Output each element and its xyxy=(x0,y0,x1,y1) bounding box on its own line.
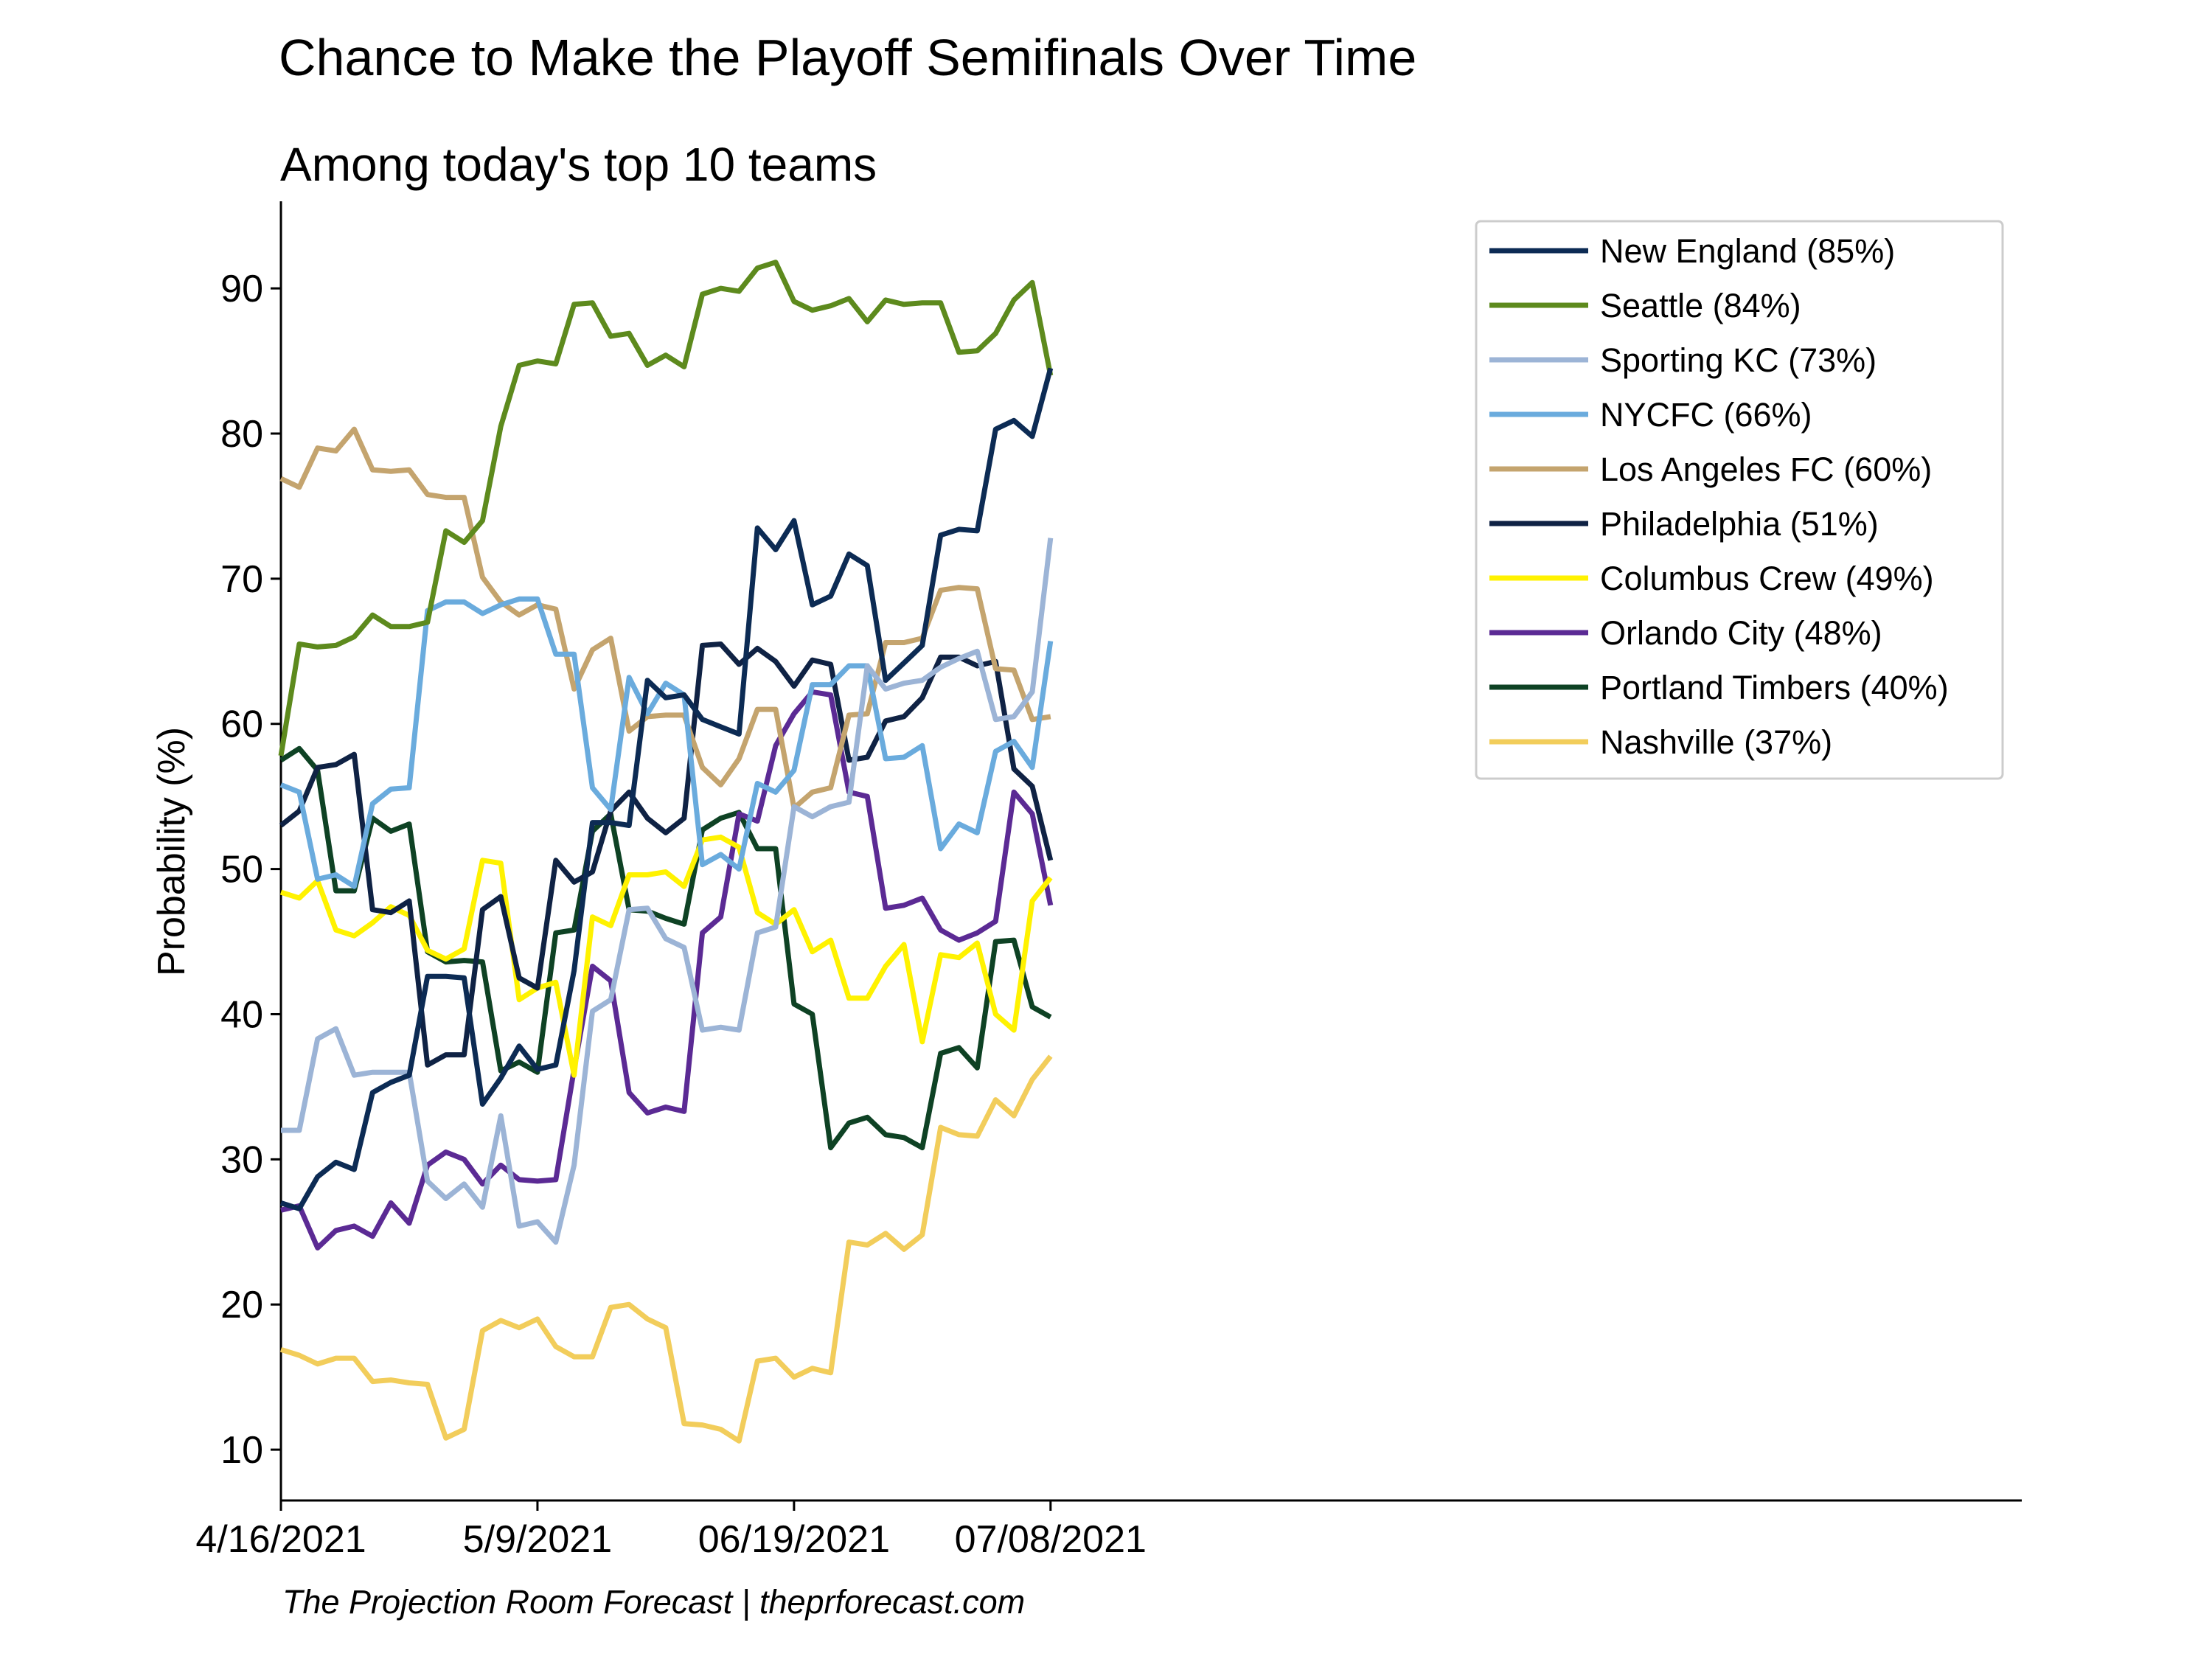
series-line xyxy=(279,367,1054,1211)
x-tick-label: 07/08/2021 xyxy=(955,1518,1147,1561)
y-tick-label: 60 xyxy=(220,703,263,746)
legend-label: Philadelphia (51%) xyxy=(1600,505,1879,543)
x-axis-ticks: 4/16/2021 5/9/2021 06/19/2021 07/08/2021 xyxy=(195,1500,1147,1561)
series-line xyxy=(279,745,1052,1151)
series-line xyxy=(279,641,1054,1068)
y-tick-label: 40 xyxy=(220,993,263,1036)
chart-title: Chance to Make the Playoff Semifinals Ov… xyxy=(279,29,1416,86)
series-line xyxy=(279,834,1053,1078)
y-tick-label: 10 xyxy=(220,1429,263,1472)
x-tick-label: 4/16/2021 xyxy=(195,1518,366,1561)
legend: New England (85%) Seattle (84%) Sporting K… xyxy=(1475,220,2004,780)
y-tick-label: 70 xyxy=(220,558,263,601)
legend-label: Nashville (37%) xyxy=(1600,723,1832,761)
x-tick-label: 06/19/2021 xyxy=(698,1518,890,1561)
plot-area: 10 20 30 40 50 60 70 80 90 4/16/2021 5/9/2021 06/1… xyxy=(195,201,2022,1561)
series-lines xyxy=(278,260,1054,1444)
x-tick-label: 5/9/2021 xyxy=(463,1518,612,1561)
y-tick-label: 90 xyxy=(220,268,263,310)
series-line xyxy=(278,260,1054,757)
legend-label: Sporting KC (73%) xyxy=(1600,341,1877,379)
legend-box xyxy=(1475,220,2004,780)
y-tick-label: 50 xyxy=(220,849,263,891)
y-tick-label: 30 xyxy=(220,1138,263,1181)
series-line xyxy=(279,426,1051,811)
legend-label: Seattle (84%) xyxy=(1600,287,1801,324)
y-axis-label: Probability (%) xyxy=(150,727,193,976)
series-line xyxy=(280,689,1054,1251)
y-tick-label: 80 xyxy=(220,413,263,456)
legend-label: Columbus Crew (49%) xyxy=(1600,560,1934,597)
series-line xyxy=(281,538,1054,1245)
legend-label: Orlando City (48%) xyxy=(1600,614,1882,652)
legend-label: Portland Timbers (40%) xyxy=(1600,669,1949,706)
source-credit: The Projection Room Forecast | theprfore… xyxy=(282,1583,1025,1621)
chart-subtitle: Among today's top 10 teams xyxy=(280,138,877,191)
y-tick-label: 20 xyxy=(220,1284,263,1326)
legend-label: New England (85%) xyxy=(1600,232,1895,270)
series-line xyxy=(279,1054,1053,1444)
y-axis-ticks: 10 20 30 40 50 60 70 80 90 xyxy=(220,268,281,1472)
legend-label: Los Angeles FC (60%) xyxy=(1600,451,1932,488)
legend-label: NYCFC (66%) xyxy=(1600,396,1812,434)
series-line xyxy=(279,596,1054,889)
